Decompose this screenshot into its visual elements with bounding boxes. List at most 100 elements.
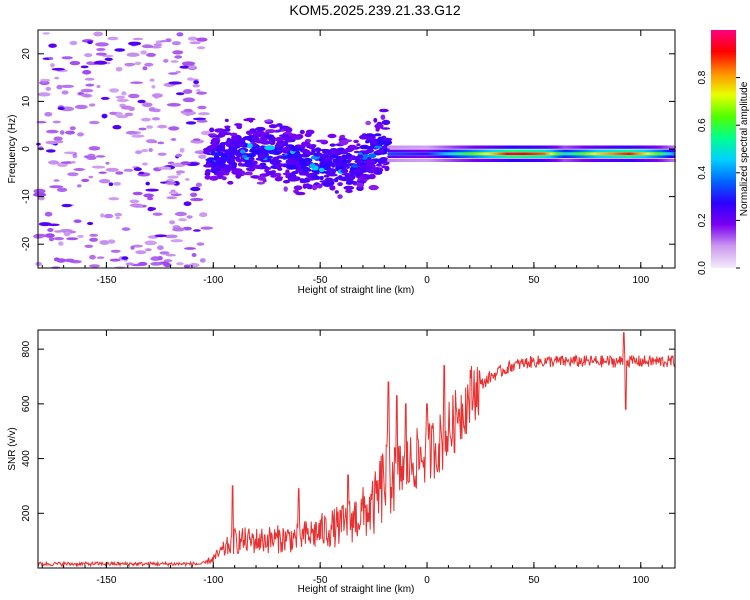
spectrogram-cell xyxy=(179,147,185,153)
spectrogram-cell xyxy=(112,125,122,130)
spectrogram-cell xyxy=(80,65,89,69)
spectrogram-cell xyxy=(183,108,193,113)
spectrogram-cell xyxy=(85,83,95,87)
snr-series-line xyxy=(38,332,675,568)
spectrogram-cell xyxy=(266,155,274,159)
spectrogram-cell xyxy=(204,169,211,175)
spectrogram-cell xyxy=(141,44,154,49)
spectrogram-cell xyxy=(255,157,263,161)
spectrogram-cell xyxy=(146,125,154,129)
spectrogram-cell xyxy=(283,186,288,192)
spectrogram-cell xyxy=(286,164,297,170)
colorbar-tick-label: 0.8 xyxy=(697,70,708,84)
spectrogram-cell xyxy=(347,173,355,178)
spectrogram-cell xyxy=(115,171,124,175)
spectrogram-cell xyxy=(145,181,150,186)
spectrogram-cell xyxy=(270,158,276,163)
spectrogram-cell xyxy=(69,40,78,46)
spectrogram-cell xyxy=(204,175,211,180)
spectrogram-cell xyxy=(152,140,158,143)
spectrogram-cell xyxy=(215,170,224,175)
spectrogram-cell xyxy=(353,171,364,177)
spectrogram-cell xyxy=(153,43,163,47)
spectrogram-cell xyxy=(57,107,65,110)
spectrogram-cell xyxy=(84,244,94,248)
spectrogram-cell xyxy=(163,262,172,268)
spectrogram-cell xyxy=(210,160,215,165)
spectrogram-cell xyxy=(365,120,372,126)
snr-x-tick-label: -50 xyxy=(313,575,328,586)
spectrogram-cell xyxy=(196,119,208,123)
spectrogram-cell xyxy=(221,153,227,156)
spectrogram-cell xyxy=(109,258,121,262)
spectrogram-cell xyxy=(193,229,201,232)
spectrogram-cell xyxy=(93,60,108,65)
spectrogram-cell xyxy=(343,185,355,190)
spectrogram-cell xyxy=(132,244,143,248)
spectrogram-cell xyxy=(250,167,255,172)
spectrogram-cell xyxy=(114,48,126,52)
spectrogram-cell xyxy=(192,117,207,121)
spectrogram-cell xyxy=(216,157,224,163)
spectrogram-cell xyxy=(356,143,361,147)
spectrogram-cell xyxy=(44,211,53,217)
spectrogram-cell xyxy=(264,145,276,151)
spectrogram-cell xyxy=(48,237,55,242)
spectrogram-cell xyxy=(322,150,332,154)
spectrogram-cell xyxy=(144,240,157,246)
spectrogram-cell xyxy=(89,233,99,237)
spectrogram-cell xyxy=(113,182,121,186)
spectrogram-cell xyxy=(190,197,204,202)
spectrogram-cell xyxy=(353,150,360,154)
spectrogram-cell xyxy=(298,161,308,167)
spectrogram-x-tick-label: 50 xyxy=(528,275,540,286)
spectrogram-cell xyxy=(340,168,349,174)
spectrogram-cell xyxy=(142,66,148,71)
spectrogram-cell xyxy=(38,146,44,151)
spectrogram-cell xyxy=(128,41,142,46)
spectrogram-cell xyxy=(210,150,216,156)
spectrogram-cell xyxy=(88,146,101,151)
chart-title: KOM5.2025.239.21.33.G12 xyxy=(289,2,461,18)
spectrogram-cell xyxy=(299,129,305,135)
spectrogram-cell xyxy=(373,117,378,123)
spectrogram-cell xyxy=(66,237,79,241)
spectrogram-cell xyxy=(197,105,207,110)
spectrogram-y-tick-label: 0 xyxy=(21,146,32,152)
spectrogram-cell xyxy=(209,144,219,149)
spectrogram-cell xyxy=(137,99,146,104)
spectrogram-cell xyxy=(287,176,299,182)
spectrogram-cell xyxy=(254,126,266,132)
spectrogram-cell xyxy=(96,84,101,89)
spectrogram-cell xyxy=(196,37,208,42)
spectrogram-cell xyxy=(279,134,290,138)
spectrogram-cell xyxy=(176,32,184,37)
spectrogram-cell xyxy=(318,167,325,173)
spectrogram-cell xyxy=(82,70,92,75)
spectrogram-cell xyxy=(209,175,219,181)
spectrogram-cell xyxy=(251,160,258,166)
spectrogram-cell xyxy=(305,183,310,188)
spectrogram-cell xyxy=(95,42,109,47)
spectrogram-cell xyxy=(154,234,167,238)
spectrogram-cell xyxy=(133,167,142,172)
spectrogram-cell xyxy=(69,60,81,66)
colorbar-tick-label: 0.2 xyxy=(697,213,708,227)
spectrogram-cell xyxy=(383,139,393,146)
spectrogram-cell xyxy=(100,96,110,100)
spectrogram-cell xyxy=(199,212,208,218)
spectrogram-cell xyxy=(74,104,88,110)
spectrogram-cell xyxy=(203,164,214,168)
spectrogram-cell xyxy=(64,258,75,263)
spectrogram-cell xyxy=(245,130,253,136)
spectrogram-cell xyxy=(170,239,184,243)
snr-x-tick-label: 50 xyxy=(528,575,540,586)
spectrogram-cell xyxy=(187,36,198,41)
spectrogram-cell xyxy=(137,261,148,266)
colorbar-tick-label: 0.4 xyxy=(697,165,708,179)
spectrogram-cell xyxy=(103,213,114,219)
spectrogram-cell xyxy=(349,167,354,172)
spectrogram-cell xyxy=(38,222,52,227)
